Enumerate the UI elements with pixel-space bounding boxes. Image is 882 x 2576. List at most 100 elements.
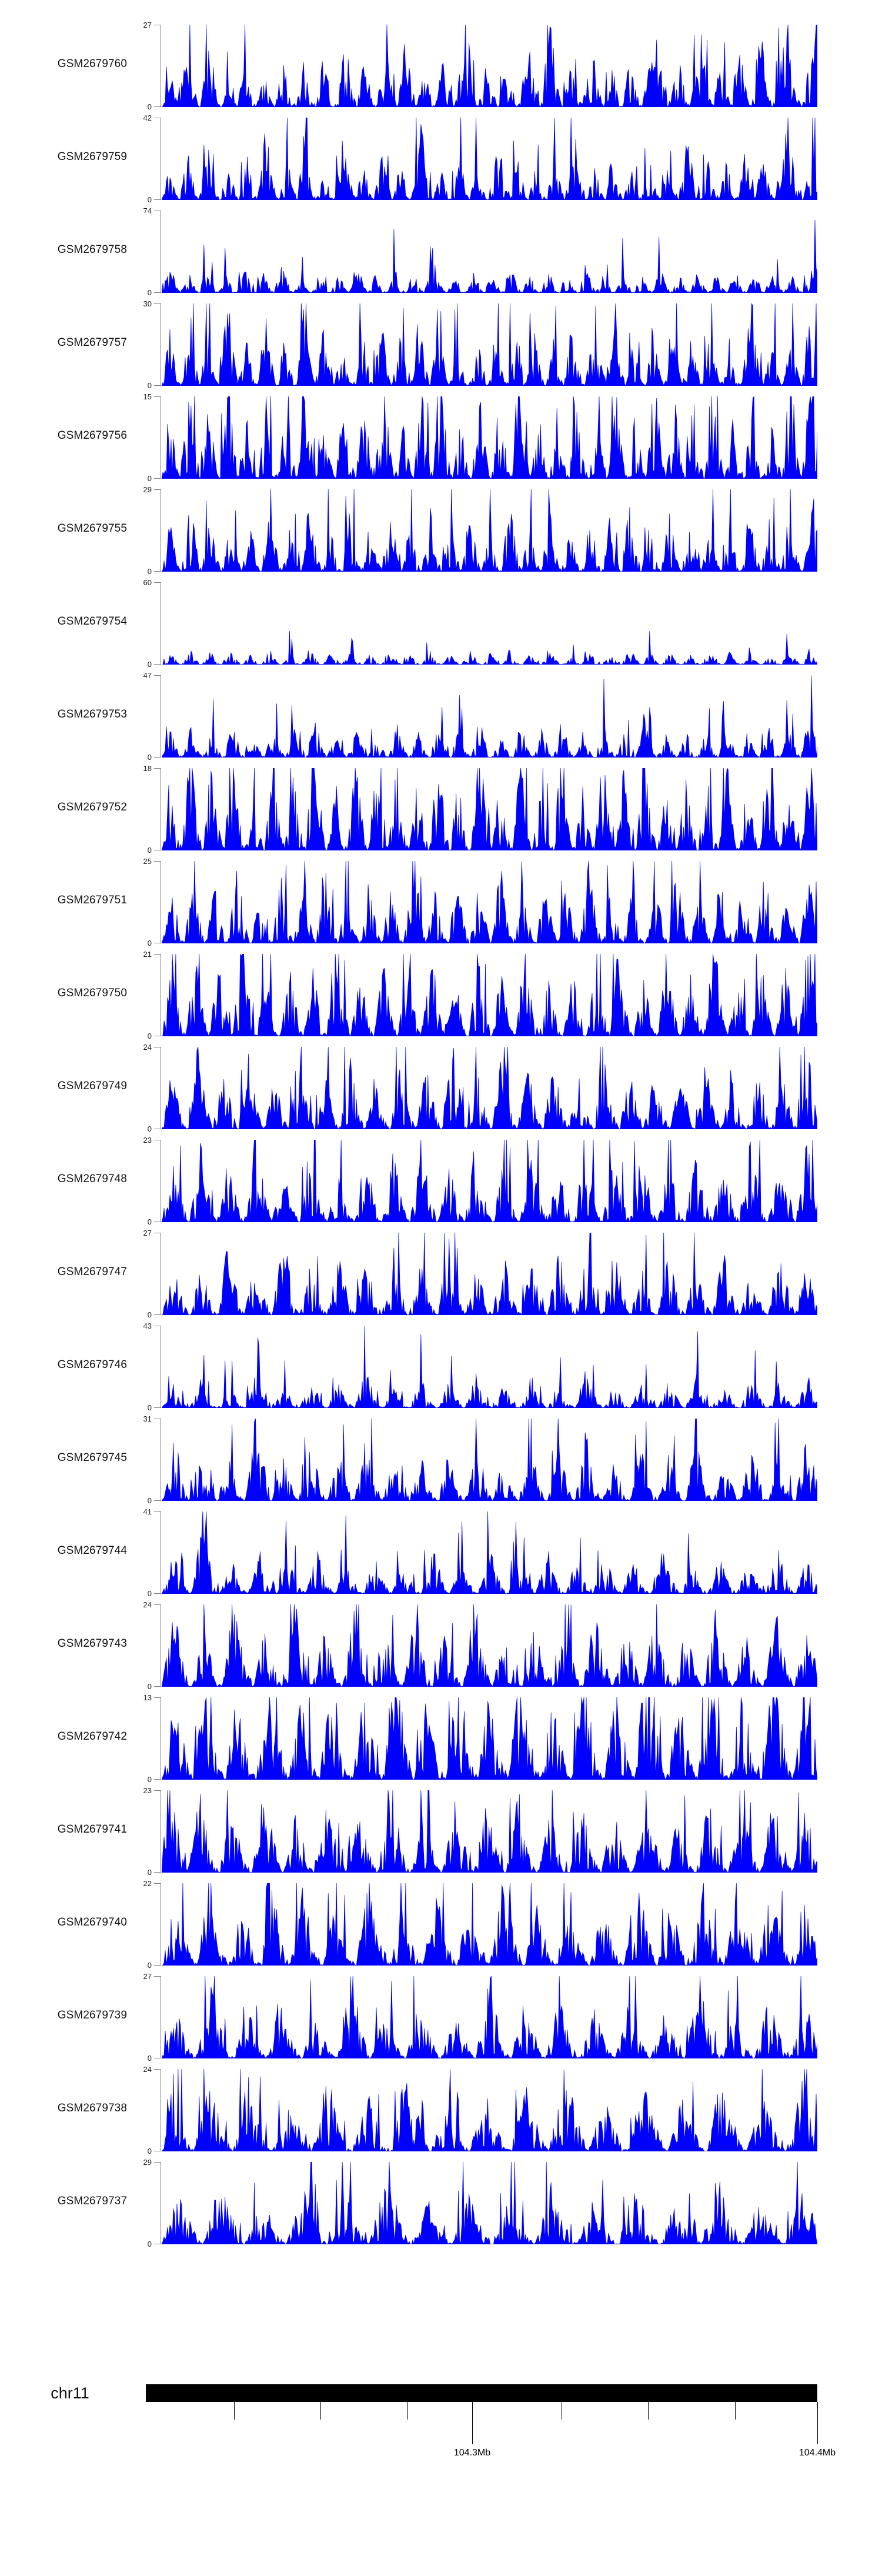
track-yaxis: 15 0 — [134, 393, 161, 482]
axis-minor-tick — [648, 2402, 649, 2420]
track-yaxis: 47 0 — [134, 672, 161, 762]
axis-min-label: 0 — [147, 1868, 152, 1877]
coverage-plot — [162, 1790, 817, 1873]
axis-max-label: 30 — [143, 299, 152, 308]
track-yaxis: 23 0 — [134, 1136, 161, 1226]
track-yaxis: 74 0 — [134, 207, 161, 296]
track-yaxis: 25 0 — [134, 857, 161, 947]
track-yaxis: 60 0 — [134, 578, 161, 669]
coverage-plot — [162, 954, 817, 1036]
track-row: GSM2679738 24 0 — [0, 2062, 882, 2155]
coverage-plot — [162, 861, 817, 943]
axis-min-label: 0 — [147, 1682, 152, 1691]
axis-min-label: 0 — [147, 753, 152, 762]
axis-max-label: 74 — [143, 206, 152, 215]
axis-tick-top — [154, 1976, 161, 1977]
coverage-plot — [162, 1047, 817, 1129]
axis-tick-top — [154, 2162, 161, 2163]
track-yaxis: 31 0 — [134, 1415, 161, 1504]
track-yaxis: 13 0 — [134, 1694, 161, 1783]
track-yaxis: 24 0 — [134, 1043, 161, 1133]
coverage-area — [162, 861, 817, 943]
coverage-plot — [162, 1604, 817, 1687]
coverage-area — [162, 219, 817, 293]
axis-max-label: 60 — [143, 578, 152, 587]
axis-tick-bottom — [154, 1500, 161, 1501]
track-label-GSM2679745: GSM2679745 — [57, 1451, 127, 1464]
axis-max-label: 25 — [143, 857, 152, 866]
track-row: GSM2679758 74 0 — [0, 203, 882, 296]
axis-tick-bottom — [154, 1965, 161, 1966]
axis-min-label: 0 — [147, 1125, 152, 1133]
track-row: GSM2679746 43 0 — [0, 1319, 882, 1412]
axis-tick-top — [154, 861, 161, 862]
track-label-GSM2679741: GSM2679741 — [57, 1823, 127, 1836]
track-row: GSM2679739 27 0 — [0, 1969, 882, 2062]
coverage-area — [162, 396, 817, 479]
coverage-plot — [162, 396, 817, 479]
axis-max-label: 27 — [143, 21, 152, 29]
coverage-plot — [162, 1976, 817, 2058]
track-yaxis: 27 0 — [134, 1229, 161, 1319]
track-row: GSM2679741 23 0 — [0, 1783, 882, 1876]
track-row: GSM2679760 27 0 — [0, 18, 882, 111]
axis-tick-top — [154, 1604, 161, 1605]
track-yaxis: 24 0 — [134, 2066, 161, 2155]
track-label-GSM2679742: GSM2679742 — [57, 1730, 127, 1743]
axis-tick-label: 104.3Mb — [453, 2448, 491, 2458]
track-yaxis: 41 0 — [134, 1508, 161, 1597]
axis-max-label: 29 — [143, 485, 152, 494]
axis-min-label: 0 — [147, 939, 152, 947]
axis-min-label: 0 — [147, 1961, 152, 1970]
track-row: GSM2679755 29 0 — [0, 482, 882, 575]
track-row: GSM2679757 30 0 — [0, 296, 882, 389]
track-yaxis: 42 0 — [134, 114, 161, 203]
axis-max-label: 24 — [143, 1043, 152, 1052]
track-yaxis: 29 0 — [134, 2158, 161, 2248]
axis-tick-label: 104.4Mb — [799, 2448, 836, 2458]
coverage-plot — [162, 1883, 817, 1966]
axis-max-label: 31 — [143, 1414, 152, 1423]
track-row: GSM2679750 21 0 — [0, 947, 882, 1040]
axis-max-label: 23 — [143, 1786, 152, 1795]
axis-tick-bottom — [154, 1872, 161, 1873]
ideogram-bar — [146, 2384, 817, 2402]
axis-tick-group: 104.3Mb 104.4Mb — [146, 2402, 836, 2458]
axis-tick-bottom — [154, 292, 161, 293]
axis-tick-bottom — [154, 106, 161, 107]
coverage-plot — [162, 489, 817, 572]
coverage-area — [162, 1233, 817, 1315]
track-row: GSM2679754 60 0 — [0, 575, 882, 668]
axis-min-label: 0 — [147, 1217, 152, 1226]
coverage-area — [162, 630, 817, 665]
coverage-area — [162, 1883, 817, 1966]
axis-min-label: 0 — [147, 1032, 152, 1040]
coverage-area — [162, 1976, 817, 2058]
axis-min-label: 0 — [147, 1310, 152, 1319]
coverage-plot — [162, 1326, 817, 1408]
coverage-area — [162, 489, 817, 572]
coverage-area — [162, 118, 817, 200]
coverage-area — [162, 25, 817, 107]
track-yaxis: 23 0 — [134, 1786, 161, 1877]
axis-tick-top — [154, 954, 161, 955]
track-label-GSM2679750: GSM2679750 — [57, 987, 127, 999]
axis-minor-tick — [233, 2402, 235, 2420]
axis-min-label: 0 — [147, 660, 152, 669]
axis-max-label: 42 — [143, 114, 152, 122]
coverage-plot — [162, 2162, 817, 2244]
axis-tick-top — [154, 303, 161, 304]
axis-max-label: 27 — [143, 1229, 152, 1237]
coverage-plot — [162, 675, 817, 758]
coverage-area — [162, 1140, 817, 1222]
track-label-GSM2679749: GSM2679749 — [57, 1080, 127, 1092]
axis-max-label: 22 — [143, 1879, 152, 1888]
axis-tick-top — [154, 1790, 161, 1791]
track-label-GSM2679759: GSM2679759 — [57, 151, 127, 163]
coverage-plot — [162, 582, 817, 665]
track-row: GSM2679742 13 0 — [0, 1690, 882, 1783]
track-label-GSM2679739: GSM2679739 — [57, 2009, 127, 2021]
axis-minor-tick — [320, 2402, 321, 2420]
genome-axis-panel: chr11 104.3Mb 104.4Mb — [0, 2376, 882, 2476]
